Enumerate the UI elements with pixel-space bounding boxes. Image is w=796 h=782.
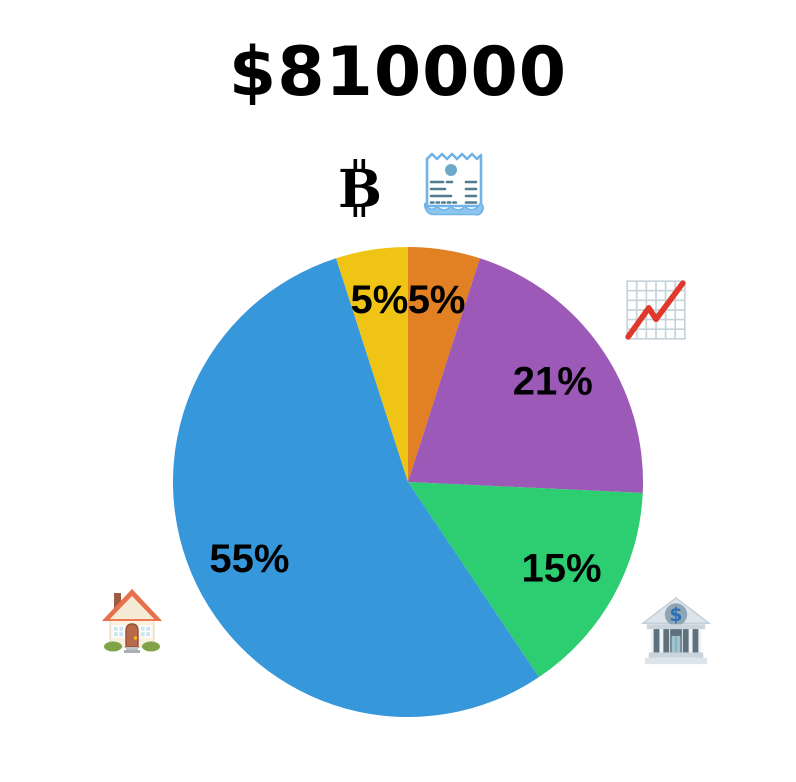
pie-slice-label: 55% <box>209 537 289 581</box>
receipt-icon <box>422 150 486 220</box>
receipt-icon-art <box>424 152 484 216</box>
pie-slice-receipt <box>408 247 480 482</box>
pie-slice-label: 21% <box>513 360 593 404</box>
pie-slice-house <box>173 258 539 717</box>
house-icon-art <box>102 589 162 653</box>
chart-title: $810000 <box>228 33 568 112</box>
bitcoin-icon: B <box>336 157 384 219</box>
pie-slice-label: 5% <box>350 278 408 322</box>
pie-slice-label: 5% <box>408 278 466 322</box>
pie-slice-label: 15% <box>521 547 601 591</box>
chart-increasing-icon <box>622 276 690 344</box>
pie-chart: 5% 21% 15% 55% 5% <box>173 247 643 717</box>
svg-text:$: $ <box>670 605 683 626</box>
bank-icon-art: $ <box>640 597 712 665</box>
pie-slice-bank <box>408 482 643 678</box>
pie-slice-chart-increasing <box>408 258 643 493</box>
svg-text:B: B <box>338 159 382 219</box>
house-icon <box>100 585 164 653</box>
chart-increasing-icon-art <box>625 280 686 340</box>
bitcoin-icon-art: B <box>338 159 382 219</box>
bank-icon: $ <box>640 596 712 670</box>
pie-slice-bitcoin <box>336 247 408 482</box>
